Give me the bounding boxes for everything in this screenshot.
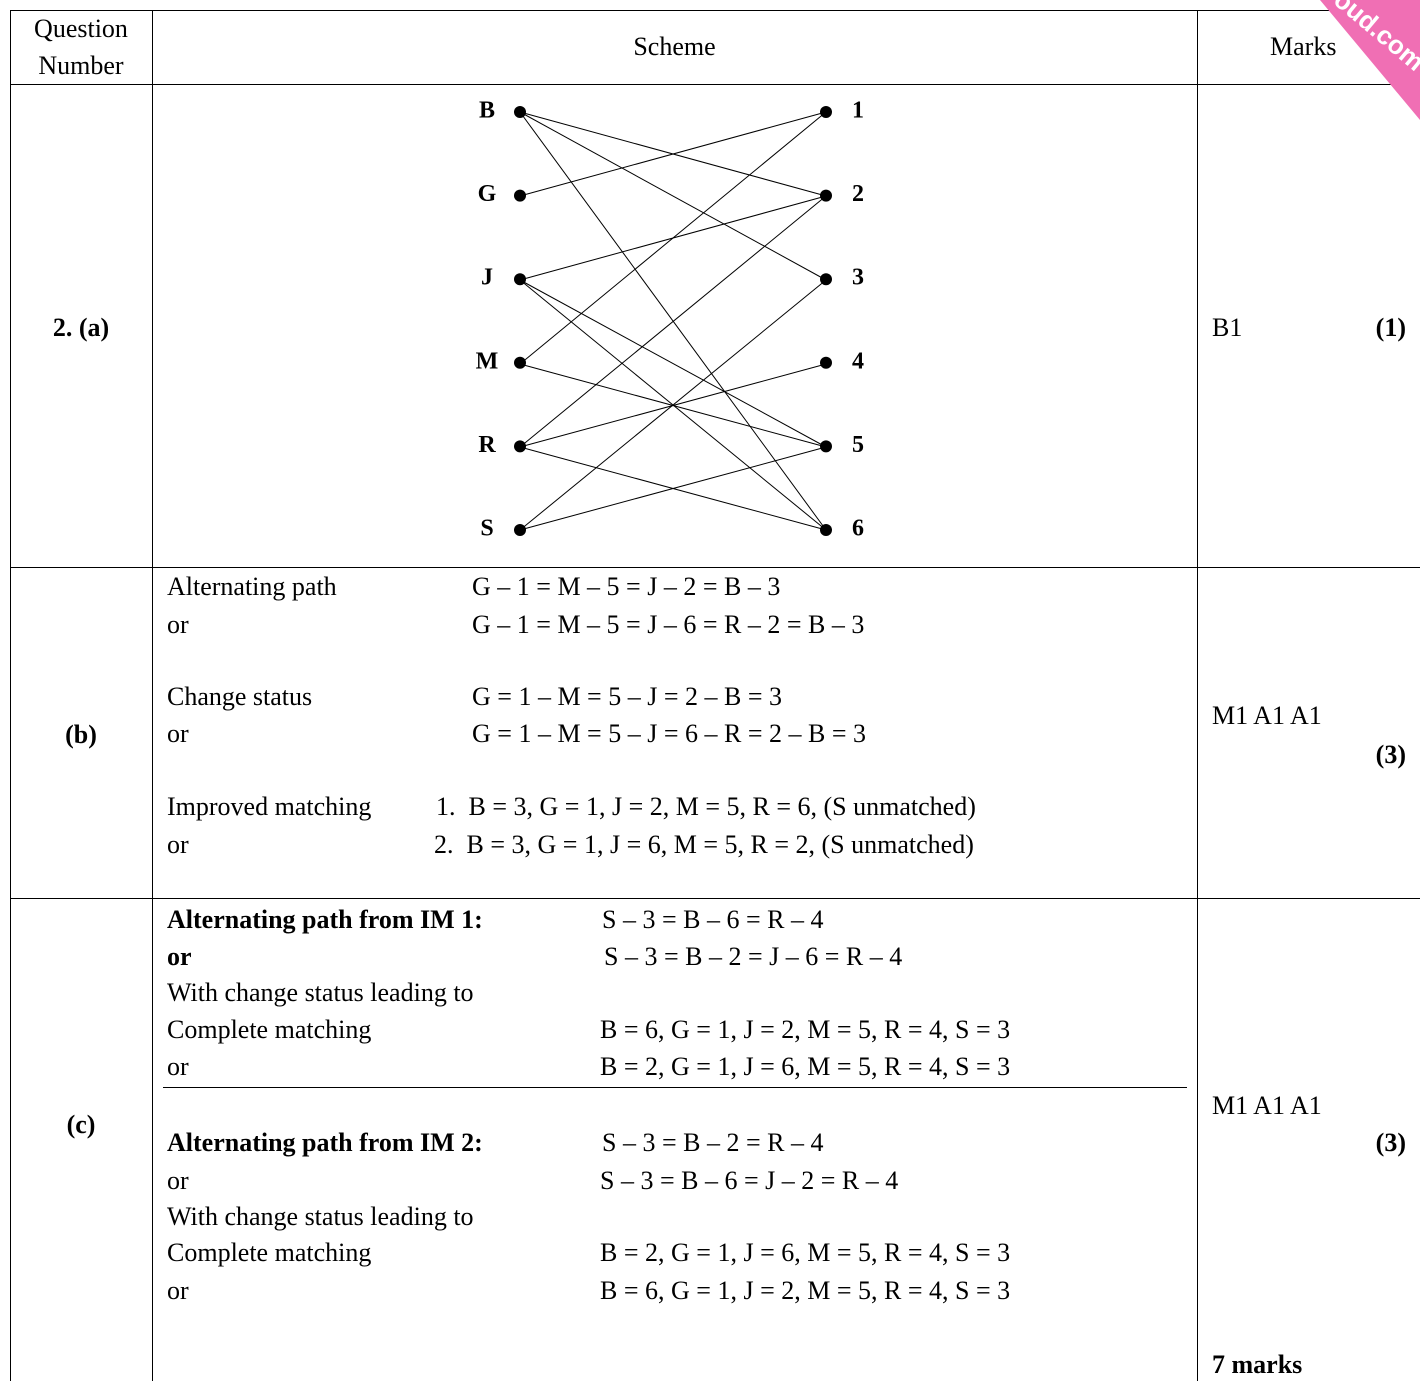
line-label: or <box>167 942 192 971</box>
line-label: Alternating path <box>167 572 337 601</box>
node <box>514 273 526 286</box>
line-label: or <box>167 719 189 748</box>
node <box>820 524 832 536</box>
node-label: S <box>480 516 493 542</box>
mark-total: (3) <box>1375 740 1406 769</box>
node <box>514 440 526 453</box>
line-text: S – 3 = B – 2 = R – 4 <box>602 1128 824 1157</box>
mark-code: B1 <box>1212 313 1243 342</box>
node-label: 1 <box>852 98 864 124</box>
node <box>820 440 832 453</box>
header-question: Number <box>38 51 124 80</box>
question-number: (b) <box>65 720 97 749</box>
header-marks: Marks <box>1270 32 1337 61</box>
edges <box>519 111 827 531</box>
line-text: G – 1 = M – 5 = J – 2 = B – 3 <box>472 572 781 601</box>
node-label: G <box>478 181 497 207</box>
edge <box>519 446 827 531</box>
node <box>514 356 526 369</box>
edge <box>519 279 827 531</box>
mark-code: M1 A1 A1 <box>1212 701 1322 730</box>
edge <box>519 279 827 448</box>
line-text: B = 6, G = 1, J = 2, M = 5, R = 4, S = 3 <box>600 1015 1011 1044</box>
node <box>514 106 526 118</box>
edge <box>519 111 827 197</box>
line-text: G = 1 – M = 5 – J = 2 – B = 3 <box>472 682 783 711</box>
line-text: S – 3 = B – 2 = J – 6 = R – 4 <box>604 942 903 971</box>
mark-total: (3) <box>1375 1128 1406 1157</box>
node-label: M <box>476 348 499 374</box>
watermark-band <box>1320 0 1420 120</box>
line-label: Alternating path from IM 2: <box>167 1128 483 1157</box>
edge <box>519 195 827 448</box>
rule <box>10 84 1420 85</box>
rule <box>10 10 1420 11</box>
line-label: or <box>167 1052 189 1081</box>
node-label: J <box>481 265 493 291</box>
line-text: S – 3 = B – 6 = R – 4 <box>602 905 824 934</box>
line-label: or <box>167 1276 189 1305</box>
bipartite-graph: B G J M R S 1 2 3 4 5 6 <box>476 98 864 542</box>
mark-total: (1) <box>1375 313 1406 342</box>
mark-code: M1 A1 A1 <box>1212 1091 1322 1120</box>
node-label: 3 <box>852 265 864 291</box>
watermark: oud.com <box>1320 0 1420 120</box>
header-scheme: Scheme <box>633 32 716 61</box>
node-label: 5 <box>852 432 864 458</box>
line-text: B = 6, G = 1, J = 2, M = 5, R = 4, S = 3 <box>600 1276 1011 1305</box>
line-text: B = 2, G = 1, J = 6, M = 5, R = 4, S = 3 <box>600 1052 1011 1081</box>
rule <box>10 10 11 1381</box>
grand-total: 7 marks <box>1212 1350 1303 1379</box>
node-label: 4 <box>852 348 864 374</box>
line-label: With change status leading to <box>167 978 474 1007</box>
line-text: 2. B = 3, G = 1, J = 6, M = 5, R = 2, (S… <box>434 830 974 859</box>
line-label: or <box>167 830 189 859</box>
question-number: 2. (a) <box>52 313 110 342</box>
node <box>514 524 526 536</box>
line-text: S – 3 = B – 6 = J – 2 = R – 4 <box>600 1166 899 1195</box>
question-number: (c) <box>66 1110 96 1139</box>
line-label: Complete matching <box>167 1238 372 1267</box>
node <box>820 356 832 369</box>
edge <box>519 111 827 365</box>
line-text: 1. B = 3, G = 1, J = 2, M = 5, R = 6, (S… <box>436 792 976 821</box>
node <box>820 189 832 202</box>
rule <box>152 10 153 1381</box>
line-label: Change status <box>167 682 313 711</box>
line-label: or <box>167 610 189 639</box>
rule <box>10 898 1420 899</box>
edge <box>519 111 827 281</box>
line-text: B = 2, G = 1, J = 6, M = 5, R = 4, S = 3 <box>600 1238 1011 1267</box>
node-label: 6 <box>852 516 864 542</box>
node-label: B <box>479 98 495 124</box>
line-text: G – 1 = M – 5 = J – 6 = R – 2 = B – 3 <box>472 610 865 639</box>
line-label: Complete matching <box>167 1015 372 1044</box>
line-label: With change status leading to <box>167 1202 474 1231</box>
node-label: 2 <box>852 181 864 207</box>
line-label: Improved matching <box>167 792 372 821</box>
header-question: Question <box>34 14 128 43</box>
node <box>514 189 526 202</box>
line-text: G = 1 – M = 5 – J = 6 – R = 2 – B = 3 <box>472 719 867 748</box>
node <box>820 273 832 286</box>
node-label: R <box>478 432 496 458</box>
rule <box>163 1087 1187 1088</box>
rule <box>10 567 1420 568</box>
line-label: or <box>167 1166 189 1195</box>
line-label: Alternating path from IM 1: <box>167 905 483 934</box>
node <box>820 106 832 118</box>
rule <box>1197 10 1198 1381</box>
